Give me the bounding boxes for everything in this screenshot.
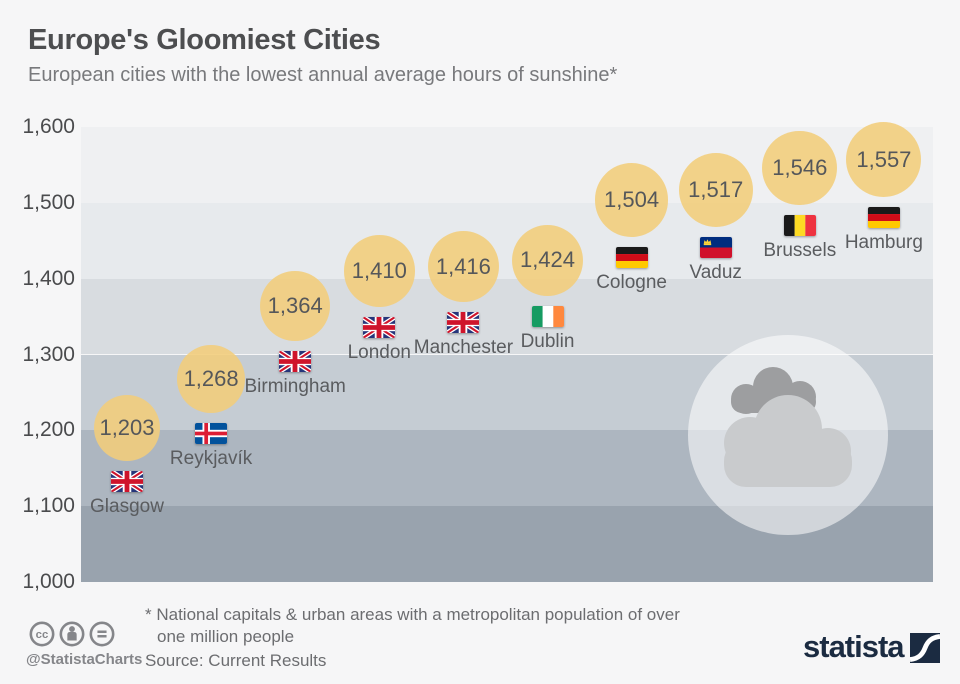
bubble-vaduz: 1,517 bbox=[678, 152, 753, 227]
li-flag-icon bbox=[699, 236, 732, 258]
svg-text:cc: cc bbox=[36, 629, 49, 641]
bubble-manchester: 1,416 bbox=[427, 230, 500, 303]
city-label-vaduz: Vaduz bbox=[689, 261, 742, 283]
y-axis: 1,600 1,500 1,400 1,300 1,200 1,100 1,000 bbox=[0, 0, 75, 684]
source-label: Source: Current Results bbox=[145, 651, 327, 670]
bubble-glasgow: 1,203 bbox=[94, 395, 160, 461]
light-cloud-icon bbox=[724, 395, 852, 487]
city-label-dublin: Dublin bbox=[520, 331, 575, 353]
license-icons: cc bbox=[29, 621, 115, 647]
y-axis-tick-label: 1,200 bbox=[22, 418, 75, 442]
is-flag-icon bbox=[195, 422, 228, 444]
city-label-cologne: Cologne bbox=[596, 271, 667, 293]
y-axis-tick-label: 1,600 bbox=[22, 115, 75, 138]
bubble-birmingham: 1,364 bbox=[260, 270, 331, 342]
bubble-hamburg: 1,557 bbox=[846, 122, 922, 198]
footnote: * National capitals & urban areas with a… bbox=[145, 604, 680, 648]
y-axis-tick-label: 1,500 bbox=[22, 190, 75, 214]
city-label-london: London bbox=[347, 341, 411, 363]
bubble-cologne: 1,504 bbox=[594, 162, 669, 237]
city-label-reykjavik: Reykjavík bbox=[169, 447, 253, 469]
de-flag-icon bbox=[867, 207, 900, 229]
page-title: Europe's Gloomiest Cities bbox=[28, 24, 381, 56]
y-axis-tick-label: 1,100 bbox=[22, 494, 75, 518]
de-flag-icon bbox=[615, 246, 648, 268]
statista-logo-icon bbox=[909, 633, 940, 663]
bubble-brussels: 1,546 bbox=[762, 130, 838, 206]
city-label-glasgow: Glasgow bbox=[90, 496, 164, 517]
city-label-hamburg: Hamburg bbox=[844, 232, 923, 254]
page-subtitle: European cities with the lowest annual a… bbox=[28, 64, 618, 86]
footnote-line-1: * National capitals & urban areas with a… bbox=[145, 605, 680, 624]
city-label-brussels: Brussels bbox=[763, 240, 837, 262]
statista-wordmark: statista bbox=[803, 629, 905, 664]
bubble-london: 1,410 bbox=[343, 235, 415, 307]
gb-flag-icon bbox=[447, 312, 480, 334]
statista-logo: statista bbox=[803, 631, 940, 663]
bubble-reykjavik: 1,268 bbox=[177, 344, 245, 413]
be-flag-icon bbox=[783, 215, 816, 237]
y-axis-tick-label: 1,300 bbox=[22, 342, 75, 366]
creative-commons-icon: cc bbox=[29, 621, 55, 647]
city-label-birmingham: Birmingham bbox=[244, 376, 346, 398]
cc-attribution-icon bbox=[59, 621, 85, 647]
y-axis-tick-label: 1,000 bbox=[22, 570, 75, 593]
statista-charts-handle: @StatistaCharts bbox=[26, 651, 143, 668]
chart-plot-area: 1,203 Glasgow 1,268 Reykjavík 1,364 Birmin… bbox=[81, 122, 933, 582]
gb-flag-icon bbox=[363, 316, 396, 338]
city-label-manchester: Manchester bbox=[413, 337, 514, 359]
y-axis-tick-label: 1,400 bbox=[22, 266, 75, 290]
cc-no-derivatives-icon bbox=[89, 621, 115, 647]
footnote-line-2: one million people bbox=[157, 627, 295, 646]
bubble-dublin: 1,424 bbox=[511, 224, 584, 297]
gb-flag-icon bbox=[111, 471, 143, 492]
gb-flag-icon bbox=[279, 351, 312, 373]
ie-flag-icon bbox=[531, 306, 564, 328]
cloud-illustration-icon bbox=[688, 335, 888, 535]
